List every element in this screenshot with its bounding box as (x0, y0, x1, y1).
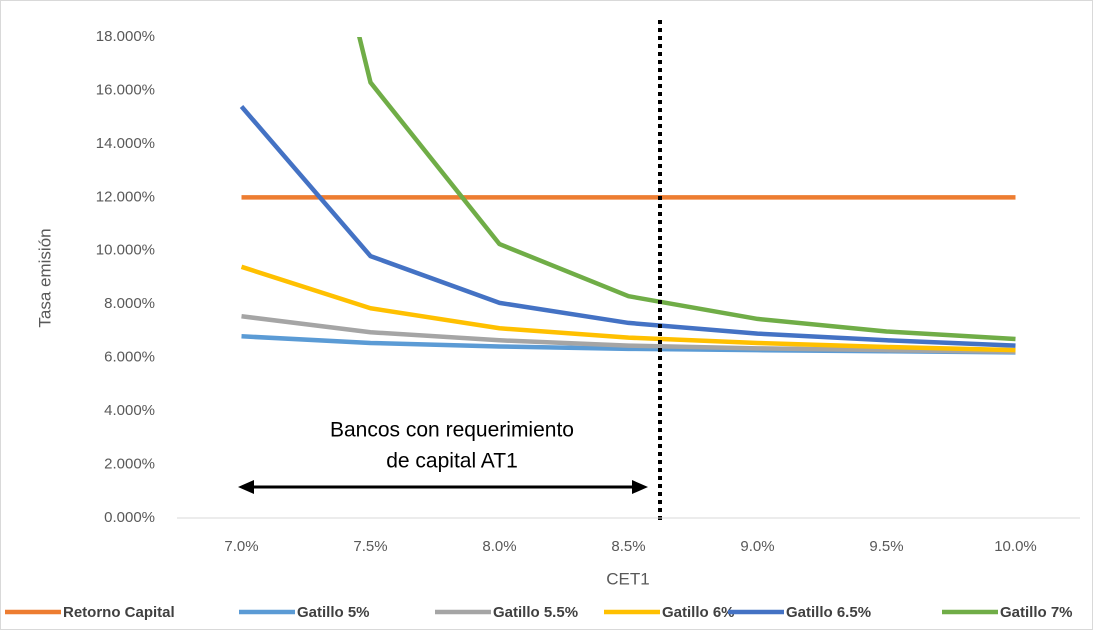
series-line (241, 314, 1016, 355)
annotation: Bancos con requerimiento (330, 419, 574, 442)
y-tick-label: 12.000% (96, 188, 155, 205)
y-tick-label: 6.000% (104, 349, 155, 366)
series-line (240, 264, 1016, 353)
x-tick-label: 7.0% (224, 538, 258, 555)
x-tick-label: 9.0% (740, 538, 774, 555)
x-tick-label: 8.5% (611, 538, 645, 555)
y-tick-label: 0.000% (104, 509, 155, 526)
legend-label: Retorno Capital (63, 604, 175, 621)
y-tick-label: 10.000% (96, 242, 155, 259)
x-tick-label: 8.0% (482, 538, 516, 555)
y-tick-label: 16.000% (96, 81, 155, 98)
y-tick-label: 8.000% (104, 295, 155, 312)
series-line (357, 37, 1016, 342)
x-axis-label: CET1 (606, 569, 649, 588)
annotation: de capital AT1 (386, 450, 518, 473)
y-tick-label: 18.000% (96, 28, 155, 45)
x-tick-label: 9.5% (869, 538, 903, 555)
arrow-head-right (632, 480, 648, 494)
arrow-head-left (238, 480, 254, 494)
y-tick-label: 2.000% (104, 456, 155, 473)
plot-lines (239, 37, 1016, 355)
y-tick-label: 14.000% (96, 135, 155, 152)
y-axis-label: Tasa emisión (35, 228, 54, 327)
legend-label: Gatillo 5% (297, 604, 370, 621)
x-tick-label: 10.0% (994, 538, 1037, 555)
y-tick-label: 4.000% (104, 402, 155, 419)
legend-label: Gatillo 6% (662, 604, 735, 621)
legend-label: Gatillo 7% (1000, 604, 1073, 621)
series-line (239, 105, 1016, 348)
legend-label: Gatillo 6.5% (786, 604, 871, 621)
x-tick-label: 7.5% (353, 538, 387, 555)
legend-label: Gatillo 5.5% (493, 604, 578, 621)
